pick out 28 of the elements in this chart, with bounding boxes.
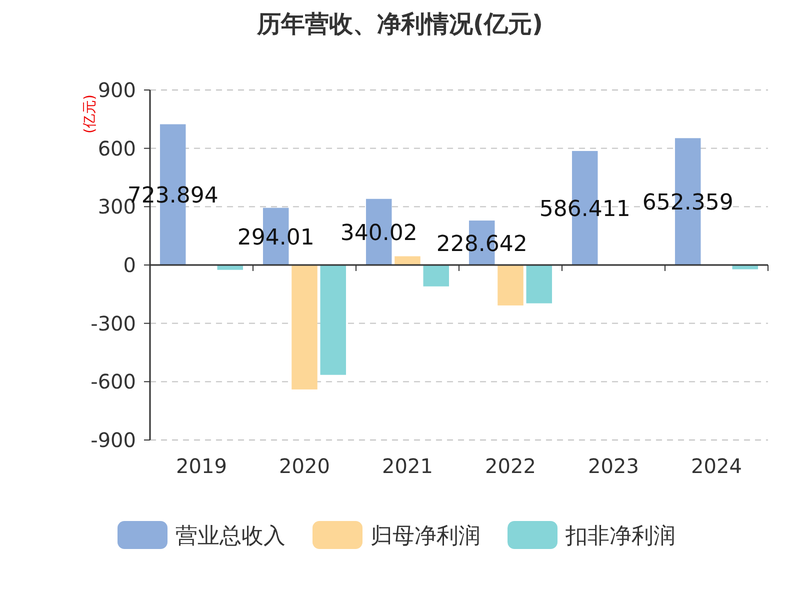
data-label: 294.01 [237,225,314,250]
data-label: 228.642 [436,232,528,257]
y-tick-label: 0 [123,253,136,277]
x-tick-label: 2019 [176,454,227,478]
y-tick-label: -300 [90,311,136,336]
y-tick-label: -900 [90,428,136,452]
y-tick-label: 600 [98,136,136,160]
data-label: 586.411 [539,196,630,222]
legend-label: 归母净利润 [370,524,480,549]
x-tick-label: 2024 [691,454,742,478]
y-axis-title: (亿元) [82,94,98,134]
bar [423,265,450,286]
legend-label: 营业总收入 [176,524,286,549]
legend-label: 扣非净利润 [564,524,676,549]
x-tick-label: 2020 [279,454,330,478]
bar [526,265,552,304]
x-tick-label: 2022 [485,454,536,478]
data-label: 652.359 [642,190,734,216]
chart-title: 历年营收、净利情况(亿元) [256,10,543,38]
bar [292,265,318,390]
bar [320,265,346,375]
y-tick-label: 900 [98,78,136,102]
bar [498,265,524,306]
bar [394,256,420,265]
data-label: 340.02 [340,220,418,246]
x-tick-label: 2023 [588,454,639,478]
x-tick-label: 2021 [382,454,433,478]
y-tick-label: -600 [90,370,136,394]
